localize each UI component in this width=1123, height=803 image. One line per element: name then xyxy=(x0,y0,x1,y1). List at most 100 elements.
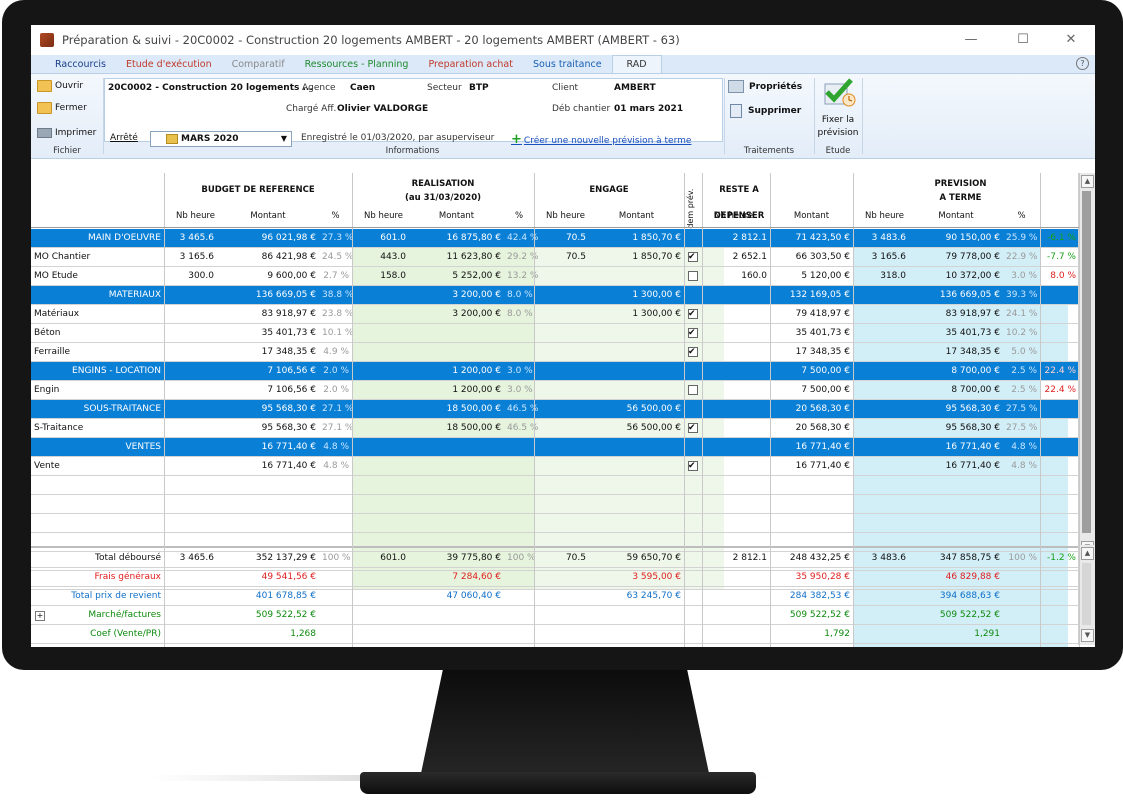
cell-s_nb xyxy=(702,400,770,419)
vertical-scrollbar[interactable]: ▲ ▼ xyxy=(1078,173,1095,557)
table-row[interactable]: MAIN D'OEUVRE 3 465.6 96 021,98 € 27.3 % 601… xyxy=(31,229,1079,248)
arrete-select[interactable]: MARS 2020 ▼ xyxy=(150,131,292,147)
table-row[interactable]: S-Traitance 95 568,30 € 27.1 % 18 500,00 € 4… xyxy=(31,419,1079,438)
idem-prev-checkbox[interactable] xyxy=(684,248,702,267)
header-realisation-title: REALISATION xyxy=(411,179,475,189)
print-button[interactable]: Imprimer xyxy=(37,128,96,138)
cell-p_p: 10.2 % xyxy=(1006,328,1038,338)
cell-e_m: 1 300,00 € xyxy=(632,290,681,300)
expand-icon[interactable]: + xyxy=(35,611,45,621)
idem-prev-checkbox[interactable] xyxy=(684,419,702,438)
cell-b_p: 27.1 % xyxy=(322,423,354,433)
cell-ecart xyxy=(1040,305,1079,324)
maximize-button[interactable]: ☐ xyxy=(1017,32,1029,47)
idem-prev-checkbox[interactable] xyxy=(684,305,702,324)
cell-e_nb xyxy=(534,286,589,305)
checkbox-icon xyxy=(688,384,698,395)
idem-prev-checkbox[interactable] xyxy=(684,343,702,362)
table-row[interactable]: Matériaux 83 918,97 € 23.8 % 3 200,00 € 8.0 … xyxy=(31,305,1079,324)
cell-s_m: 132 169,05 € xyxy=(789,290,850,300)
table-row[interactable]: ENGINS - LOCATION 7 106,56 € 2.0 % 1 200,00… xyxy=(31,362,1079,381)
menu-ressources-planning[interactable]: Ressources - Planning xyxy=(304,59,409,70)
table-row[interactable]: Vente 16 771,40 € 4.8 % 16 771,40 € 16 771,4… xyxy=(31,457,1079,476)
cell-s_nb: 160.0 xyxy=(741,271,767,281)
close-file-button[interactable]: Fermer xyxy=(37,102,87,114)
totals-scroll-up-button[interactable]: ▲ xyxy=(1081,547,1094,560)
row-label: MO Chantier xyxy=(34,252,91,262)
menu-comparatif[interactable]: Comparatif xyxy=(231,59,285,70)
header-realisation-date: (au 31/03/2020) xyxy=(404,193,482,203)
menu-preparation-achat[interactable]: Preparation achat xyxy=(428,59,513,70)
totals-scrollbar[interactable]: ▲ ▼ xyxy=(1078,545,1095,645)
cell-r_p xyxy=(504,343,534,362)
menu-raccourcis[interactable]: Raccourcis xyxy=(55,59,107,70)
table-row[interactable]: Ferraille 17 348,35 € 4.9 % 17 348,35 € 17 3… xyxy=(31,343,1079,362)
total-p_p xyxy=(1003,587,1040,606)
totals-scroll-thumb[interactable] xyxy=(1082,563,1091,625)
delete-button[interactable]: Supprimer xyxy=(730,104,801,118)
help-icon[interactable]: ? xyxy=(1076,57,1089,70)
cell-p_nb xyxy=(853,457,909,476)
idem-prev-checkbox[interactable] xyxy=(684,267,702,286)
idem-prev-checkbox[interactable] xyxy=(684,381,702,400)
total-s_m: 1,792 xyxy=(824,629,850,639)
cell-p_nb xyxy=(853,324,909,343)
create-forecast-link[interactable]: + Créer une nouvelle prévision à terme xyxy=(511,132,691,147)
totals-scroll-down-button[interactable]: ▼ xyxy=(1081,629,1094,642)
table-row[interactable]: MO Etude 300.0 9 600,00 € 2.7 % 158.0 5 252,0… xyxy=(31,267,1079,286)
close-button[interactable]: ✕ xyxy=(1065,32,1077,47)
idem-prev-checkbox[interactable] xyxy=(684,457,702,476)
cell-ecart: -7.7 % xyxy=(1040,248,1079,267)
cell-p_nb: 3 165.6 xyxy=(871,252,906,262)
cell-p_p: 3.0 % xyxy=(1011,271,1037,281)
cell-e_nb xyxy=(534,419,589,438)
checkbox-icon xyxy=(688,457,698,476)
cell-b_nb xyxy=(164,324,217,343)
cell-p_p: 24.1 % xyxy=(1006,309,1038,319)
cell-e_m: 1 850,70 € xyxy=(632,252,681,262)
cell-s_nb xyxy=(702,362,770,381)
scroll-thumb[interactable] xyxy=(1082,191,1091,533)
cell-r_p: 29.2 % xyxy=(507,252,539,262)
monitor-frame: Préparation & suivi - 20C0002 - Construc… xyxy=(2,0,1123,670)
open-label: Ouvrir xyxy=(55,81,84,91)
properties-button[interactable]: Propriétés xyxy=(728,80,802,93)
table-row[interactable]: Engin 7 106,56 € 2.0 % 1 200,00 € 3.0 % 7 500… xyxy=(31,381,1079,400)
cell-ecart xyxy=(1040,400,1079,419)
cell-b_p: 4.8 % xyxy=(323,442,349,452)
minimize-button[interactable]: — xyxy=(964,32,978,47)
cell-s_m: 66 303,50 € xyxy=(795,252,850,262)
cell-r_p: 46.5 % xyxy=(507,423,539,433)
cell-r_p xyxy=(504,438,534,457)
fix-forecast-button[interactable]: Fixer la prévision xyxy=(817,115,859,138)
cell-r_nb xyxy=(352,438,409,457)
total-p_m: 347 858,75 € xyxy=(939,553,1000,563)
cell-e_nb xyxy=(534,457,589,476)
row-label: Béton xyxy=(34,328,61,338)
table-row[interactable]: MATERIAUX 136 669,05 € 38.8 % 3 200,00 € 8.0… xyxy=(31,286,1079,305)
plus-icon: + xyxy=(511,132,522,147)
menu-rad[interactable]: RAD xyxy=(611,55,662,73)
cell-r_m xyxy=(409,324,504,343)
cell-ecart: 22.4 % xyxy=(1040,381,1079,400)
table-row[interactable]: Béton 35 401,73 € 10.1 % 35 401,73 € 35 401,… xyxy=(31,324,1079,343)
cell-p_m: 79 778,00 € xyxy=(945,252,1000,262)
cell-p_m: 83 918,97 € xyxy=(945,309,1000,319)
open-button[interactable]: Ouvrir xyxy=(37,80,83,92)
fix-forecast-icon xyxy=(824,78,856,107)
cell-b_nb xyxy=(164,362,217,381)
table-row[interactable]: MO Chantier 3 165.6 86 421,98 € 24.5 % 443.0… xyxy=(31,248,1079,267)
subheader-s_m: Montant xyxy=(793,211,830,221)
menu-sous-traitance[interactable]: Sous traitance xyxy=(532,59,602,70)
cell-e_m xyxy=(589,343,684,362)
table-row[interactable]: VENTES 16 771,40 € 4.8 % 16 771,40 € 16 771,… xyxy=(31,438,1079,457)
scroll-up-button[interactable]: ▲ xyxy=(1081,175,1094,188)
table-row[interactable]: SOUS-TRAITANCE 95 568,30 € 27.1 % 18 500,00… xyxy=(31,400,1079,419)
monitor-base xyxy=(360,772,756,794)
row-label: Ferraille xyxy=(34,347,71,357)
cell-r_nb: 601.0 xyxy=(380,233,406,243)
cell-p_p: 25.9 % xyxy=(1006,233,1038,243)
cell-r_p: 46.5 % xyxy=(507,404,539,414)
idem-prev-checkbox[interactable] xyxy=(684,324,702,343)
menu-etude-execution[interactable]: Etude d'exécution xyxy=(126,59,212,70)
